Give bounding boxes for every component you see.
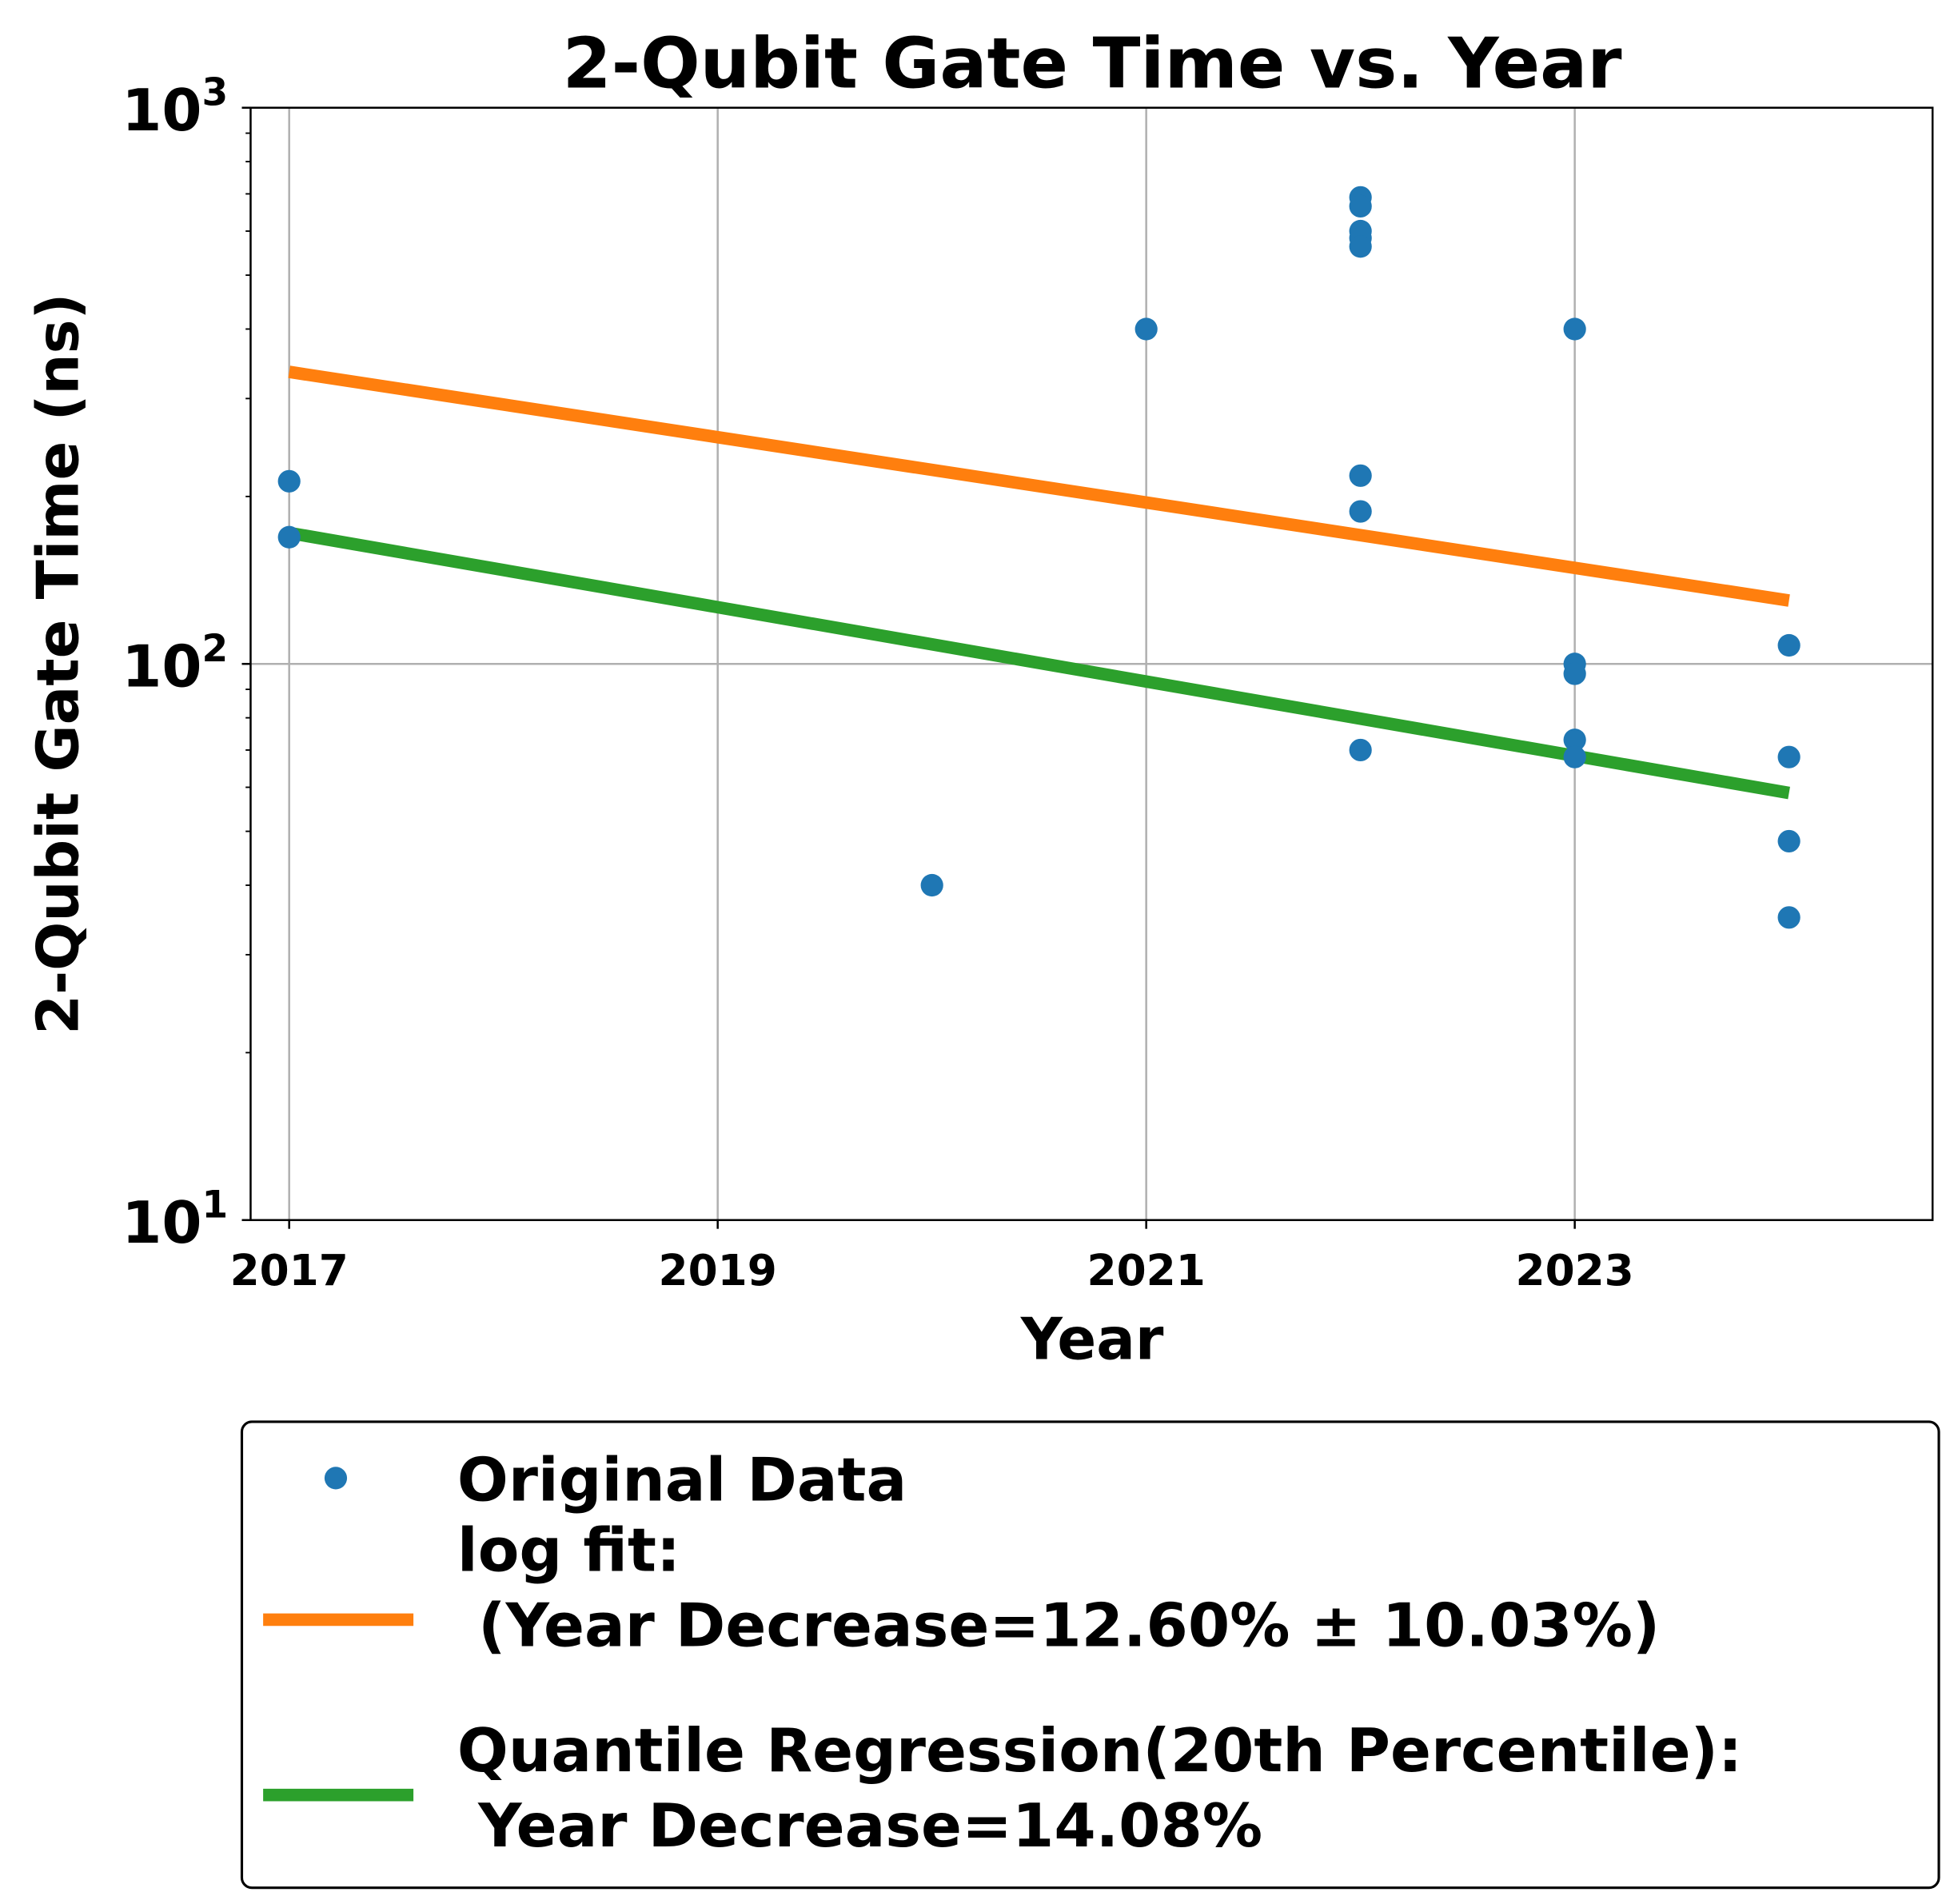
data-point bbox=[1777, 745, 1800, 768]
legend-marker-original-data bbox=[324, 1467, 348, 1490]
legend-label: (Year Decrease=12.60% ± 10.03%) bbox=[457, 1590, 1660, 1660]
y-axis-label: 2-Qubit Gate Time (ns) bbox=[24, 293, 91, 1035]
data-point bbox=[1349, 738, 1372, 762]
data-point bbox=[1563, 728, 1586, 752]
data-point bbox=[1777, 829, 1800, 853]
data-point bbox=[920, 873, 943, 897]
legend-box bbox=[240, 1420, 1940, 1890]
legend-label: Year Decrease=14.08% bbox=[457, 1790, 1262, 1861]
fit-line bbox=[288, 526, 1790, 800]
grid bbox=[250, 107, 1933, 1220]
ticks: 2017 2019 2021 2023 101 102 103 bbox=[122, 71, 1633, 1296]
chart-title: 2-Qubit Gate Time vs. Year bbox=[563, 23, 1622, 105]
data-point bbox=[277, 469, 301, 493]
x-tick-label: 2021 bbox=[1087, 1246, 1206, 1295]
data-point bbox=[1563, 745, 1586, 768]
x-tick-label: 2019 bbox=[659, 1246, 777, 1295]
x-tick-label: 2023 bbox=[1516, 1246, 1634, 1295]
data-point bbox=[1563, 662, 1586, 685]
data-point bbox=[277, 525, 301, 549]
legend-label: Quantile Regression(20th Percentile): bbox=[457, 1715, 1742, 1786]
y-tick-label: 103 bbox=[122, 71, 228, 144]
data-points bbox=[277, 186, 1800, 929]
legend-label: Original Data bbox=[457, 1445, 907, 1515]
plot-frame bbox=[249, 106, 1934, 1221]
data-point bbox=[1349, 235, 1372, 258]
data-point bbox=[1349, 464, 1372, 487]
data-point bbox=[1563, 317, 1586, 341]
data-point bbox=[1135, 317, 1158, 341]
y-tick-label: 102 bbox=[122, 627, 228, 700]
data-point bbox=[1777, 906, 1800, 929]
legend-label: log fit: bbox=[457, 1515, 680, 1585]
x-tick-label: 2017 bbox=[230, 1246, 349, 1295]
data-point bbox=[1349, 500, 1372, 523]
y-tick-label: 101 bbox=[122, 1184, 228, 1256]
fit-line bbox=[288, 365, 1790, 607]
fit-lines bbox=[288, 365, 1790, 800]
data-point bbox=[1349, 194, 1372, 218]
data-point bbox=[1777, 633, 1800, 657]
x-axis-label: Year bbox=[1020, 1306, 1164, 1373]
